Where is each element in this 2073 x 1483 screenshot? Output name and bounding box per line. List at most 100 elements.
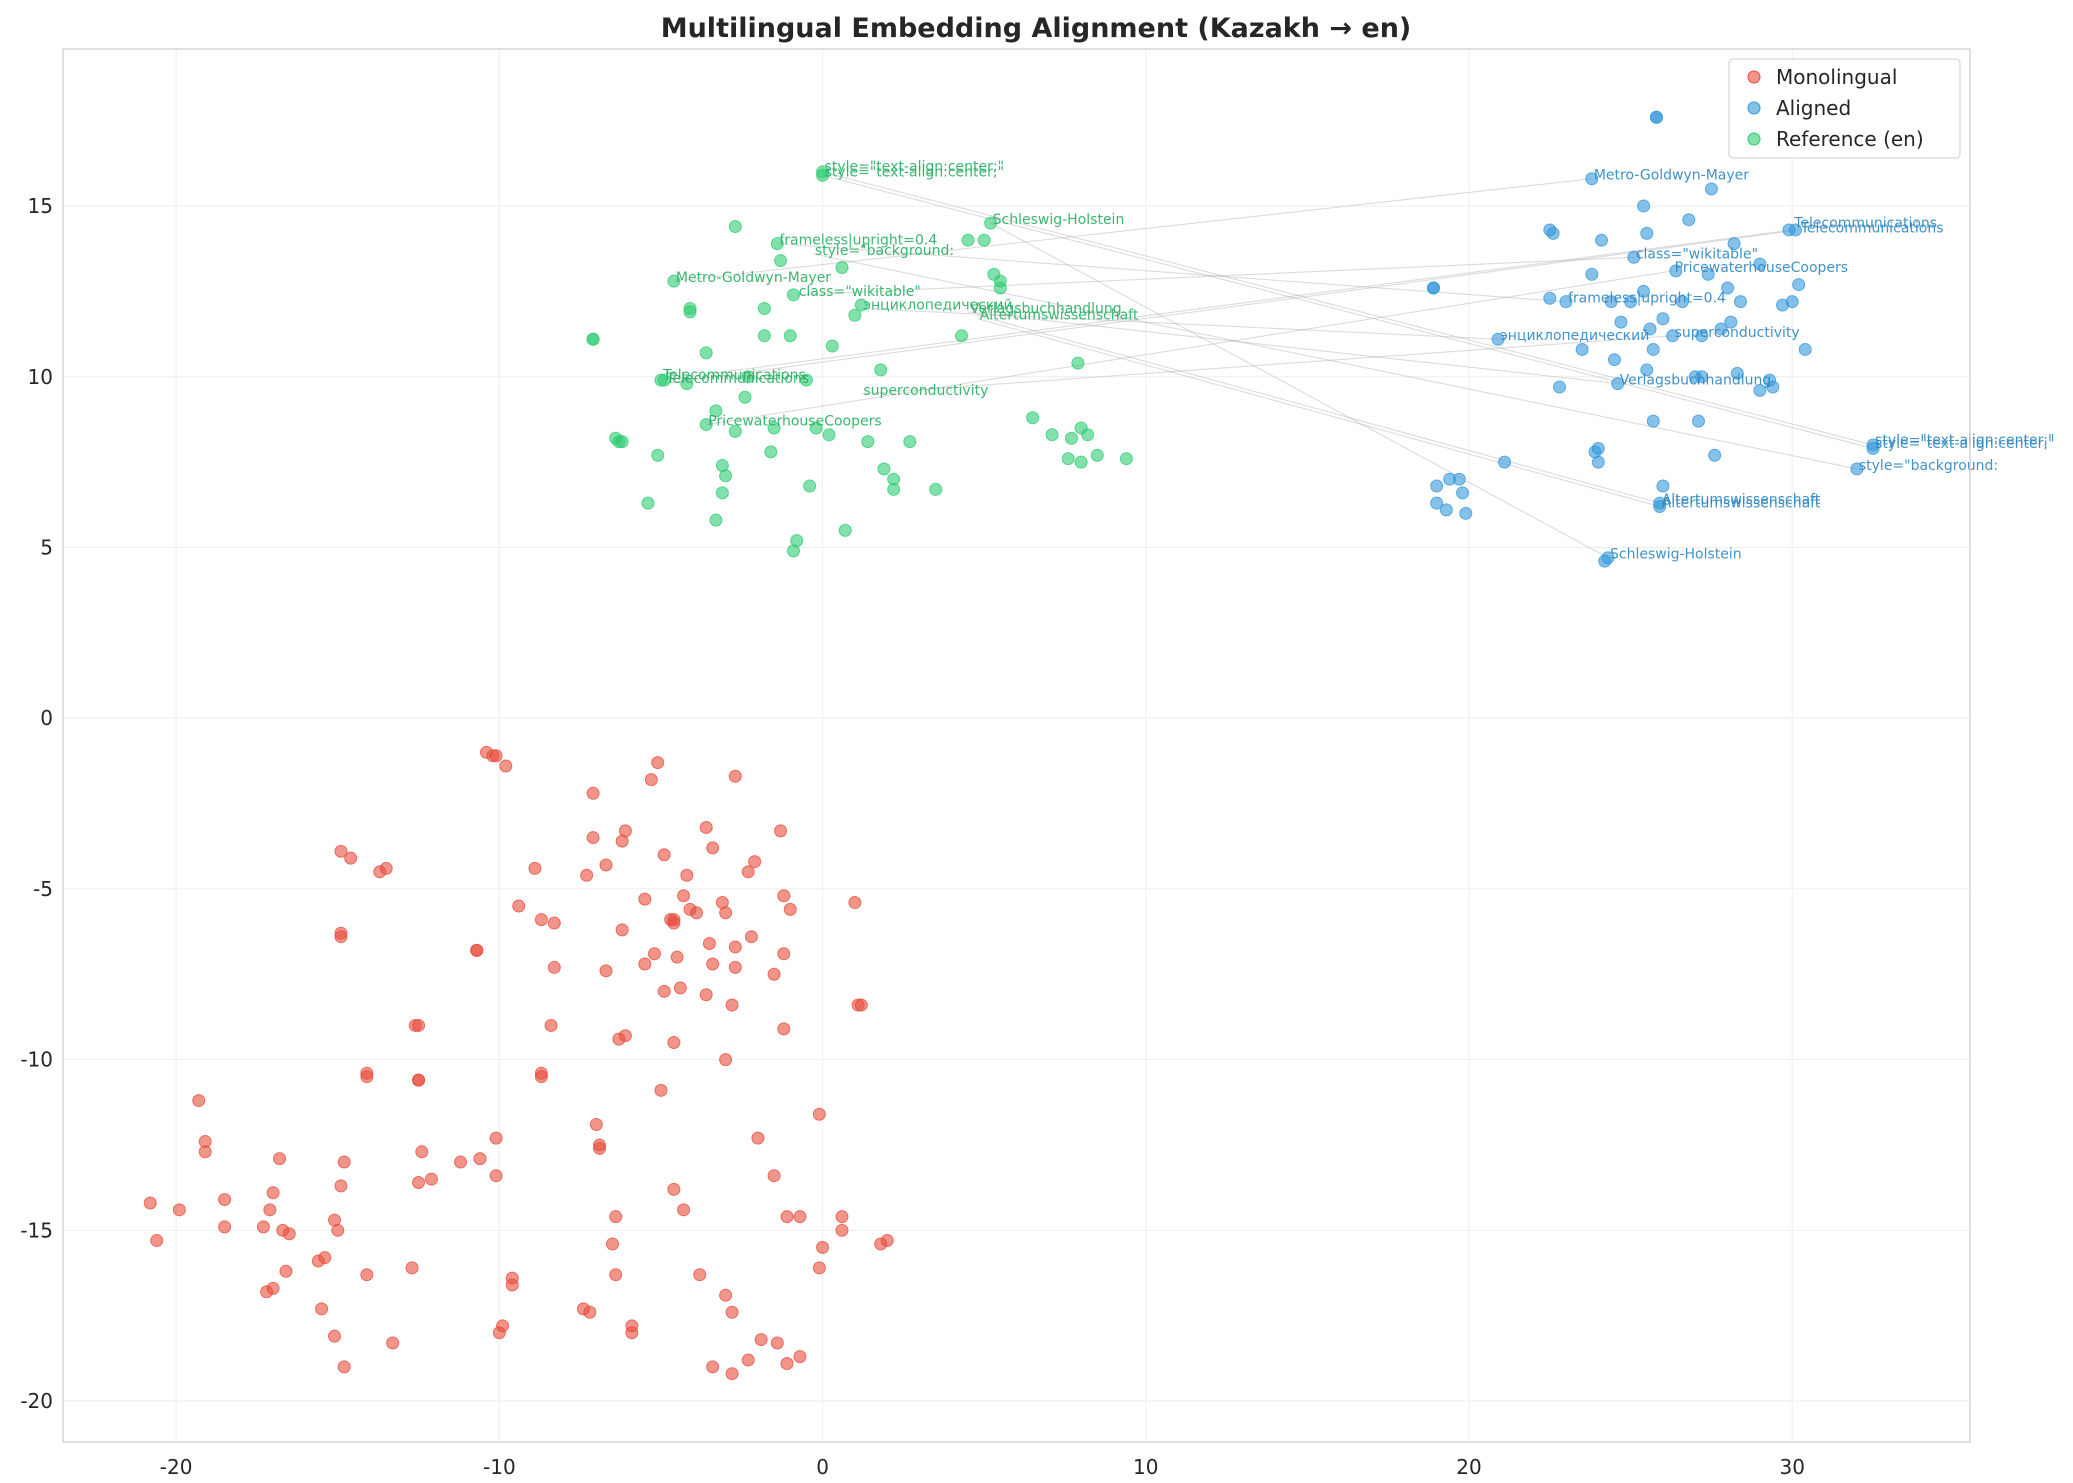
point-reference-en [764,445,778,459]
point-monolingual [266,1186,280,1200]
point-monolingual [780,1210,794,1224]
point-monolingual [489,749,503,763]
point-aligned [1766,380,1780,394]
point-monolingual [654,1083,668,1097]
point-monolingual [360,1268,374,1282]
point-aligned [1714,322,1728,336]
point-aligned [1753,383,1767,397]
point-monolingual [690,906,704,920]
point-monolingual [793,1350,807,1364]
y-axis-ticks: -20 -15 -10 -5 0 5 10 15 [20,194,53,1413]
point-reference-en [1026,411,1040,425]
point-aligned [1656,479,1670,493]
point-monolingual [618,1029,632,1043]
point-monolingual [835,1223,849,1237]
point-reference-en [809,421,823,435]
point-aligned [1704,182,1718,196]
point-reference-en [774,254,788,268]
point-monolingual [266,1281,280,1295]
point-monolingual [405,1261,419,1275]
point-annotation: Altertumswissenschaft [980,308,1139,324]
alignment-link [990,222,1609,559]
y-tick-label: -5 [33,877,53,901]
point-monolingual [741,1353,755,1367]
alignment-link [861,335,1673,395]
alignment-link [967,311,1618,385]
point-monolingual [706,957,720,971]
point-monolingual [279,1264,293,1278]
point-reference-en [816,165,830,179]
point-monolingual [334,1179,348,1193]
point-monolingual [218,1220,232,1234]
point-monolingual [609,1268,623,1282]
point-aligned [1792,278,1806,292]
point-monolingual [725,998,739,1012]
point-monolingual [625,1326,639,1340]
point-aligned [1701,267,1715,281]
point-monolingual [647,947,661,961]
point-reference-en [861,435,875,449]
point-monolingual [496,1319,510,1333]
x-tick-label: 30 [1780,1455,1805,1479]
y-tick-label: 15 [28,194,53,218]
point-annotation: style="background: [1859,458,1998,474]
point-aligned [1691,414,1705,428]
point-aligned [1604,295,1618,309]
point-monolingual [751,1131,765,1145]
point-aligned [1850,462,1864,476]
point-annotation: PricewaterhouseCoopers [1675,260,1848,276]
point-reference-en [929,482,943,496]
point-monolingual [534,913,548,927]
point-monolingual [143,1196,157,1210]
point-monolingual [337,1360,351,1374]
point-aligned [1727,237,1741,251]
x-tick-label: 0 [816,1455,829,1479]
point-monolingual [677,889,691,903]
point-reference-en [783,329,797,343]
point-monolingual [360,1070,374,1084]
point-monolingual [644,773,658,787]
point-monolingual [774,824,788,838]
point-annotation: Telecommunications [662,367,806,383]
alignment-link [796,256,1634,296]
point-monolingual [412,1018,426,1032]
point-aligned [1675,295,1689,309]
point-monolingual [777,1022,791,1036]
point-annotation: Telecommunications [665,371,809,387]
point-aligned [1601,551,1615,565]
point-aligned [1656,312,1670,326]
point-aligned [1543,291,1557,305]
x-tick-label: 20 [1456,1455,1481,1479]
point-monolingual [719,906,733,920]
point-aligned [1682,213,1696,227]
point-monolingual [544,1018,558,1032]
point-reference-en [667,274,681,288]
point-annotation: frameless|upright=0.4 [779,233,937,249]
point-annotation: class="wikitable" [1636,246,1758,262]
point-monolingual [657,984,671,998]
point-monolingual [599,964,613,978]
point-reference-en [683,305,697,319]
point-reference-en [615,435,629,449]
point-monolingual [192,1094,206,1108]
point-monolingual [424,1172,438,1186]
point-annotation: style="text-align:center;" [825,164,1004,180]
point-reference-en [1045,428,1059,442]
point-annotation: энциклопедический [863,297,1012,313]
point-monolingual [282,1227,296,1241]
point-monolingual [318,1251,332,1265]
point-monolingual [150,1234,164,1248]
point-monolingual [728,940,742,954]
point-monolingual [719,1053,733,1067]
point-aligned [1666,329,1680,343]
alignment-link [706,270,1673,426]
point-monolingual [777,947,791,961]
point-monolingual [667,916,681,930]
point-reference-en [961,233,975,247]
point-aligned [1456,486,1470,500]
point-monolingual [699,988,713,1002]
point-monolingual [673,981,687,995]
grid [63,49,1970,1442]
point-annotation: frameless|upright=0.4 [1568,291,1726,307]
point-reference-en [699,418,713,432]
